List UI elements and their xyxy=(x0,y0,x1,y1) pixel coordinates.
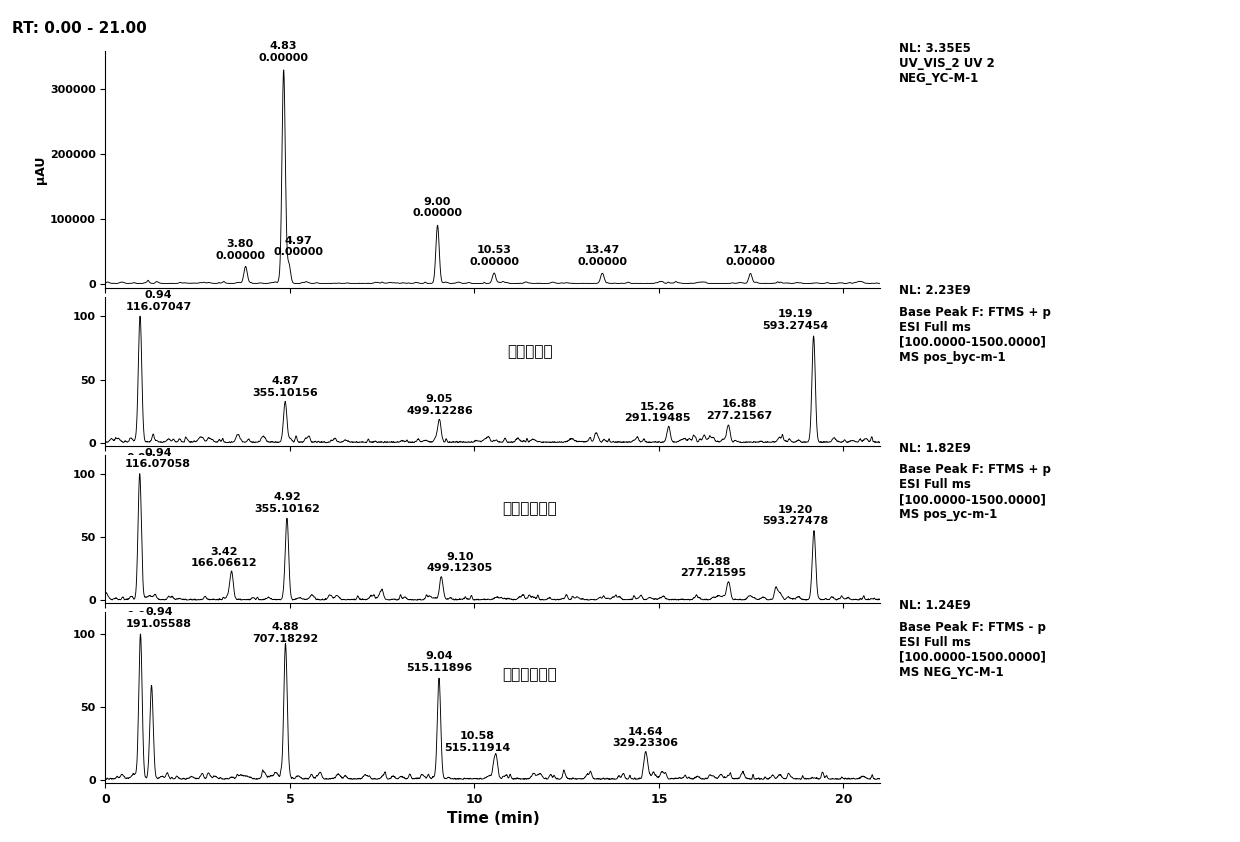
Text: 14.64
329.23306: 14.64 329.23306 xyxy=(613,727,678,749)
Text: 19.19
593.27454: 19.19 593.27454 xyxy=(763,309,828,331)
X-axis label: Time (min): Time (min) xyxy=(446,812,539,826)
Text: 19.20
593.27478: 19.20 593.27478 xyxy=(763,504,828,526)
Text: 10.53
0.00000: 10.53 0.00000 xyxy=(469,245,520,267)
Text: NL: 1.82E9: NL: 1.82E9 xyxy=(899,441,971,455)
Text: 13.47
0.00000: 13.47 0.00000 xyxy=(578,245,627,267)
Text: NL: 2.23E9: NL: 2.23E9 xyxy=(899,284,971,297)
Text: RT: 0.00 - 21.00: RT: 0.00 - 21.00 xyxy=(12,21,148,36)
Text: 9.00
0.00000: 9.00 0.00000 xyxy=(413,197,463,218)
Text: 15.26
291.19485: 15.26 291.19485 xyxy=(624,402,691,424)
Text: 3.80
0.00000: 3.80 0.00000 xyxy=(215,239,265,260)
Text: Base Peak F: FTMS + p
ESI Full ms
[100.0000-1500.0000]
MS pos_byc-m-1: Base Peak F: FTMS + p ESI Full ms [100.0… xyxy=(899,306,1050,364)
Text: 4.83
0.00000: 4.83 0.00000 xyxy=(259,41,309,63)
Text: 0.93: 0.93 xyxy=(126,453,154,463)
Text: 4.92
355.10162: 4.92 355.10162 xyxy=(254,492,320,514)
Text: 4.97
0.00000: 4.97 0.00000 xyxy=(273,236,324,258)
Text: 16.88
277.21567: 16.88 277.21567 xyxy=(707,399,773,421)
Text: 0.94
191.05588: 0.94 191.05588 xyxy=(126,607,192,629)
Text: NL: 3.35E5
UV_VIS_2 UV 2
NEG_YC-M-1: NL: 3.35E5 UV_VIS_2 UV 2 NEG_YC-M-1 xyxy=(899,42,994,85)
Y-axis label: μAU: μAU xyxy=(33,155,47,184)
Text: Base Peak F: FTMS + p
ESI Full ms
[100.0000-1500.0000]
MS pos_yc-m-1: Base Peak F: FTMS + p ESI Full ms [100.0… xyxy=(899,463,1050,521)
Text: 4.88
707.18292: 4.88 707.18292 xyxy=(253,622,319,643)
Text: 0.94: 0.94 xyxy=(126,300,154,310)
Text: 3.42
166.06612: 3.42 166.06612 xyxy=(191,546,258,568)
Text: 0.94
116.07058: 0.94 116.07058 xyxy=(125,448,191,469)
Text: 滨蔧正离子: 滨蔧正离子 xyxy=(507,344,553,360)
Text: 16.88
277.21595: 16.88 277.21595 xyxy=(681,557,746,578)
Text: 9.04
515.11896: 9.04 515.11896 xyxy=(405,651,472,673)
Text: 9.10
499.12305: 9.10 499.12305 xyxy=(427,552,492,573)
Text: 10.58
515.11914: 10.58 515.11914 xyxy=(444,731,511,753)
Text: NL: 1.24E9: NL: 1.24E9 xyxy=(899,599,971,612)
Text: Base Peak F: FTMS - p
ESI Full ms
[100.0000-1500.0000]
MS NEG_YC-M-1: Base Peak F: FTMS - p ESI Full ms [100.0… xyxy=(899,621,1045,679)
Text: 固陳蔧正离子: 固陳蔧正离子 xyxy=(502,502,557,517)
Text: 0.94
116.07047: 0.94 116.07047 xyxy=(125,290,192,312)
Text: 4.87
355.10156: 4.87 355.10156 xyxy=(252,376,317,398)
Text: 9.05
499.12286: 9.05 499.12286 xyxy=(405,394,472,416)
Text: 17.48
0.00000: 17.48 0.00000 xyxy=(725,245,775,267)
Text: 固陳蔧负离子: 固陳蔧负离子 xyxy=(502,667,557,682)
Text: 0.94: 0.94 xyxy=(126,610,154,621)
